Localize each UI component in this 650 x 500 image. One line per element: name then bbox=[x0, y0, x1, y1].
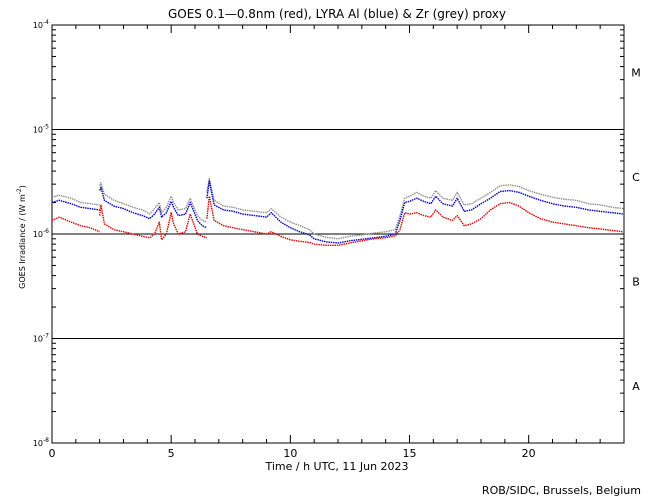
x-tick-label: 5 bbox=[168, 447, 175, 460]
series-line bbox=[99, 181, 208, 223]
y-tick-label: 10-4 bbox=[33, 19, 49, 30]
y-axis-label-main: GOES Irradiance / (W m bbox=[18, 194, 27, 289]
x-axis-label: Time / h UTC, 11 Jun 2023 bbox=[264, 460, 408, 473]
plot-area: 10-4 10-5 10-6 10-7 10-80 5 10 15 20 M C B A bbox=[33, 19, 641, 460]
series-line bbox=[51, 216, 100, 233]
series-line bbox=[99, 204, 208, 241]
series-line bbox=[99, 186, 208, 229]
y-axis-label: GOES Irradiance / (W m-2) bbox=[16, 185, 27, 289]
credit-text: ROB/SIDC, Brussels, Belgium bbox=[482, 484, 641, 497]
y-tick-label: 10-6 bbox=[33, 228, 49, 239]
flare-class-label: C bbox=[632, 171, 640, 184]
x-tick-label: 10 bbox=[283, 447, 297, 460]
series-line bbox=[206, 180, 625, 244]
y-tick-label: 10-5 bbox=[33, 124, 49, 135]
x-tick-label: 20 bbox=[522, 447, 536, 460]
series-line bbox=[206, 177, 625, 240]
y-axis-label-close: ) bbox=[18, 185, 27, 188]
flare-class-label: M bbox=[631, 67, 641, 80]
series-line bbox=[51, 199, 100, 211]
y-axis-label-exponent: -2 bbox=[16, 188, 23, 194]
flare-class-label: A bbox=[632, 380, 640, 393]
series-line bbox=[206, 195, 625, 247]
flare-class-label: B bbox=[632, 276, 640, 289]
x-tick-label: 15 bbox=[403, 447, 417, 460]
y-tick-label: 10-7 bbox=[33, 333, 49, 344]
x-tick-label: 0 bbox=[49, 447, 56, 460]
chart-title: GOES 0.1—0.8nm (red), LYRA Al (blue) & Z… bbox=[168, 7, 506, 21]
y-tick-label: 10-8 bbox=[33, 437, 49, 448]
